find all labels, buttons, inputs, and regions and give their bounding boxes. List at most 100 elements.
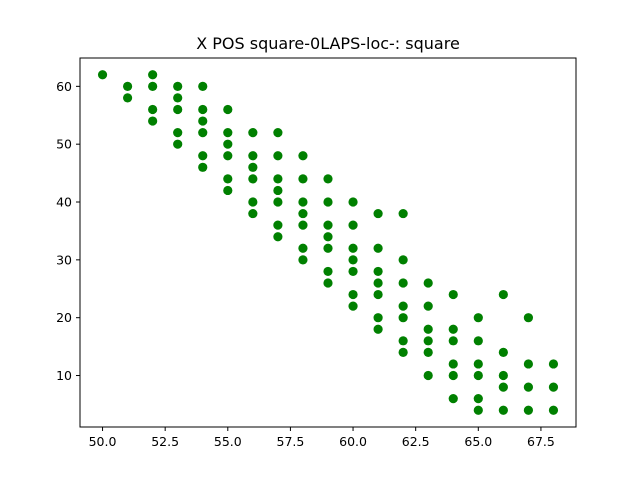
scatter-point xyxy=(298,220,308,230)
scatter-point xyxy=(223,128,233,138)
scatter-point xyxy=(473,370,483,381)
scatter-point xyxy=(173,128,183,138)
scatter-point xyxy=(473,336,483,346)
scatter-point xyxy=(373,324,383,334)
x-tick-label: 55.0 xyxy=(214,434,242,449)
scatter-point xyxy=(523,405,534,415)
x-axis: 50.0 52.5 55.0 57.5 60.0 62.5 65.0 67.5 xyxy=(89,427,555,449)
scatter-point xyxy=(448,394,458,404)
y-tick-label: 50 xyxy=(56,137,72,152)
scatter-point xyxy=(348,243,358,253)
scatter-point xyxy=(348,197,358,207)
data-points xyxy=(97,70,559,415)
x-tick-label: 57.5 xyxy=(277,434,305,449)
scatter-point xyxy=(298,151,308,161)
scatter-point xyxy=(173,139,183,149)
scatter-point xyxy=(398,278,408,288)
scatter-point xyxy=(548,405,559,415)
scatter-point xyxy=(148,81,158,91)
scatter-point xyxy=(323,266,333,277)
scatter-point xyxy=(323,220,333,230)
scatter-point xyxy=(273,174,283,184)
scatter-point xyxy=(473,313,483,323)
scatter-point xyxy=(423,347,433,357)
scatter-point xyxy=(523,359,534,369)
scatter-point xyxy=(473,359,483,369)
scatter-point xyxy=(423,278,433,288)
scatter-point xyxy=(273,220,283,230)
scatter-point xyxy=(348,255,358,265)
scatter-point xyxy=(348,220,358,230)
scatter-point xyxy=(398,336,408,346)
scatter-point xyxy=(423,324,433,334)
scatter-point xyxy=(498,405,508,415)
scatter-point xyxy=(148,104,158,115)
scatter-point xyxy=(348,266,358,277)
x-tick-label: 60.0 xyxy=(339,434,367,449)
scatter-point xyxy=(373,208,383,219)
x-tick-label: 67.5 xyxy=(527,434,555,449)
scatter-point xyxy=(198,151,208,161)
scatter-point xyxy=(373,243,383,253)
chart-title: X POS square-0LAPS-loc-: square xyxy=(196,34,460,53)
scatter-point xyxy=(448,336,458,346)
scatter-point xyxy=(273,197,283,207)
scatter-point xyxy=(548,382,559,392)
scatter-point xyxy=(223,104,233,115)
scatter-point xyxy=(448,370,458,381)
plot-frame xyxy=(79,57,577,428)
scatter-point xyxy=(398,313,408,323)
scatter-point xyxy=(423,370,433,381)
scatter-point xyxy=(248,208,258,219)
scatter-point xyxy=(423,301,433,311)
scatter-point xyxy=(323,278,333,288)
scatter-point xyxy=(373,313,383,323)
scatter-point xyxy=(122,81,133,91)
x-tick-label: 52.5 xyxy=(151,434,179,449)
scatter-point xyxy=(373,266,383,277)
y-tick-label: 10 xyxy=(56,368,72,383)
scatter-point xyxy=(473,394,483,404)
scatter-point xyxy=(298,208,308,219)
scatter-point xyxy=(448,324,458,334)
scatter-point xyxy=(248,128,258,138)
scatter-point xyxy=(323,197,333,207)
scatter-point xyxy=(498,347,508,357)
scatter-point xyxy=(348,301,358,311)
scatter-point xyxy=(273,232,283,242)
scatter-point xyxy=(248,197,258,207)
scatter-point xyxy=(273,185,283,196)
scatter-point xyxy=(248,162,258,172)
y-tick-label: 20 xyxy=(56,310,72,325)
scatter-point xyxy=(398,301,408,311)
scatter-point xyxy=(373,278,383,288)
scatter-point xyxy=(223,185,233,196)
scatter-point xyxy=(148,116,158,126)
scatter-point xyxy=(498,370,508,381)
x-tick-label: 65.0 xyxy=(464,434,492,449)
scatter-point xyxy=(223,151,233,161)
scatter-point xyxy=(198,162,208,172)
scatter-point xyxy=(473,405,483,415)
scatter-point xyxy=(298,243,308,253)
scatter-point xyxy=(423,336,433,346)
scatter-point xyxy=(298,174,308,184)
scatter-point xyxy=(398,208,408,219)
scatter-point xyxy=(323,232,333,242)
scatter-point xyxy=(448,359,458,369)
scatter-point xyxy=(373,289,383,300)
scatter-point xyxy=(173,93,183,103)
scatter-point xyxy=(248,174,258,184)
scatter-point xyxy=(248,151,258,161)
scatter-point xyxy=(298,255,308,265)
scatter-point xyxy=(148,70,158,80)
scatter-point xyxy=(273,128,283,138)
scatter-point xyxy=(448,289,458,300)
scatter-point xyxy=(498,289,508,300)
y-tick-label: 40 xyxy=(56,195,72,210)
scatter-point xyxy=(398,255,408,265)
y-tick-label: 30 xyxy=(56,252,72,267)
x-tick-label: 62.5 xyxy=(402,434,430,449)
scatter-point xyxy=(223,139,233,149)
